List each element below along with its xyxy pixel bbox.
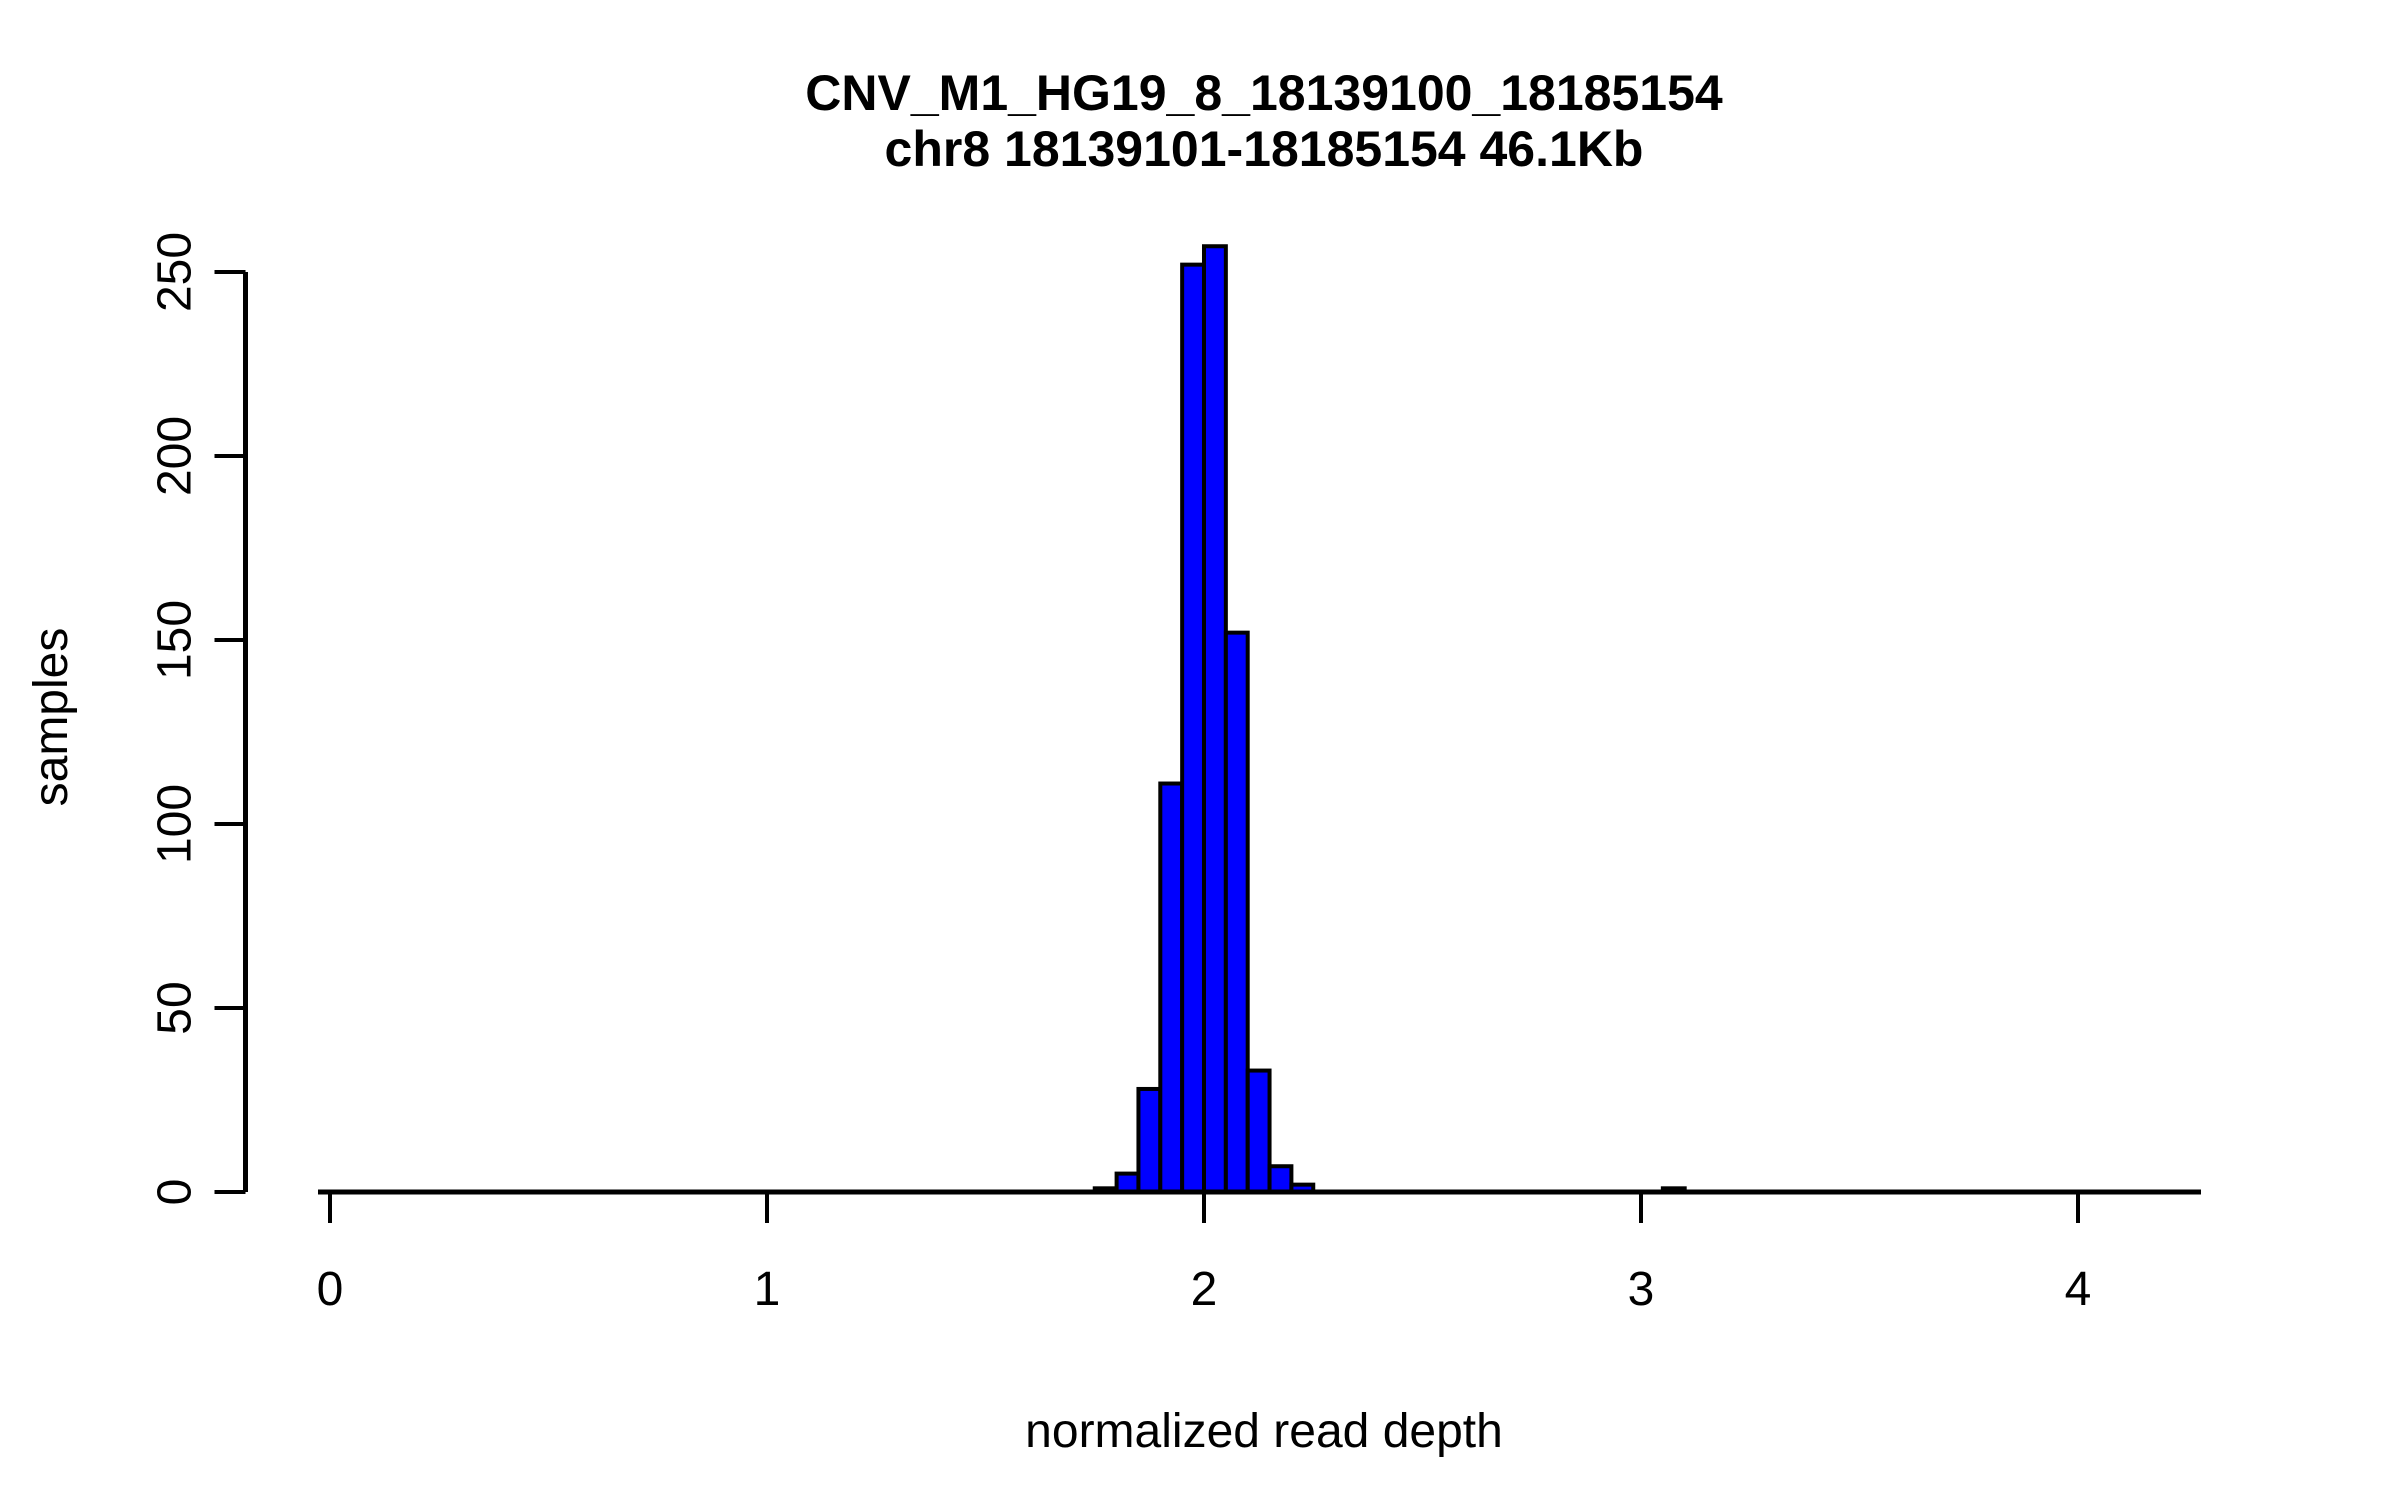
y-tick-label: 250 bbox=[149, 232, 202, 312]
chart-subtitle: chr8 18139101-18185154 46.1Kb bbox=[884, 121, 1644, 177]
y-tick-label: 150 bbox=[149, 600, 202, 680]
y-axis-title: samples bbox=[25, 627, 78, 807]
x-tick-label: 0 bbox=[317, 1263, 344, 1316]
x-axis-title: normalized read depth bbox=[1025, 1405, 1503, 1458]
x-tick-label: 4 bbox=[2065, 1263, 2092, 1316]
histogram-bar bbox=[1136, 1086, 1163, 1194]
histogram-bar bbox=[1223, 630, 1250, 1194]
y-tick-label: 50 bbox=[149, 981, 202, 1034]
x-tick-label: 2 bbox=[1191, 1263, 1218, 1316]
y-tick-label: 200 bbox=[149, 416, 202, 496]
x-tick-label: 1 bbox=[754, 1263, 781, 1316]
histogram-bar bbox=[1245, 1068, 1272, 1195]
histogram-bar bbox=[1202, 244, 1228, 1195]
histogram-bar bbox=[1114, 1171, 1141, 1194]
histogram-bar bbox=[1180, 262, 1207, 1194]
x-tick-label: 3 bbox=[1628, 1263, 1655, 1316]
y-tick-label: 100 bbox=[149, 784, 202, 864]
histogram-bar bbox=[1158, 781, 1185, 1195]
y-tick-label: 0 bbox=[149, 1179, 202, 1206]
histogram-bar bbox=[1267, 1164, 1294, 1194]
chart-title: CNV_M1_HG19_8_18139100_18185154 bbox=[805, 65, 1723, 121]
